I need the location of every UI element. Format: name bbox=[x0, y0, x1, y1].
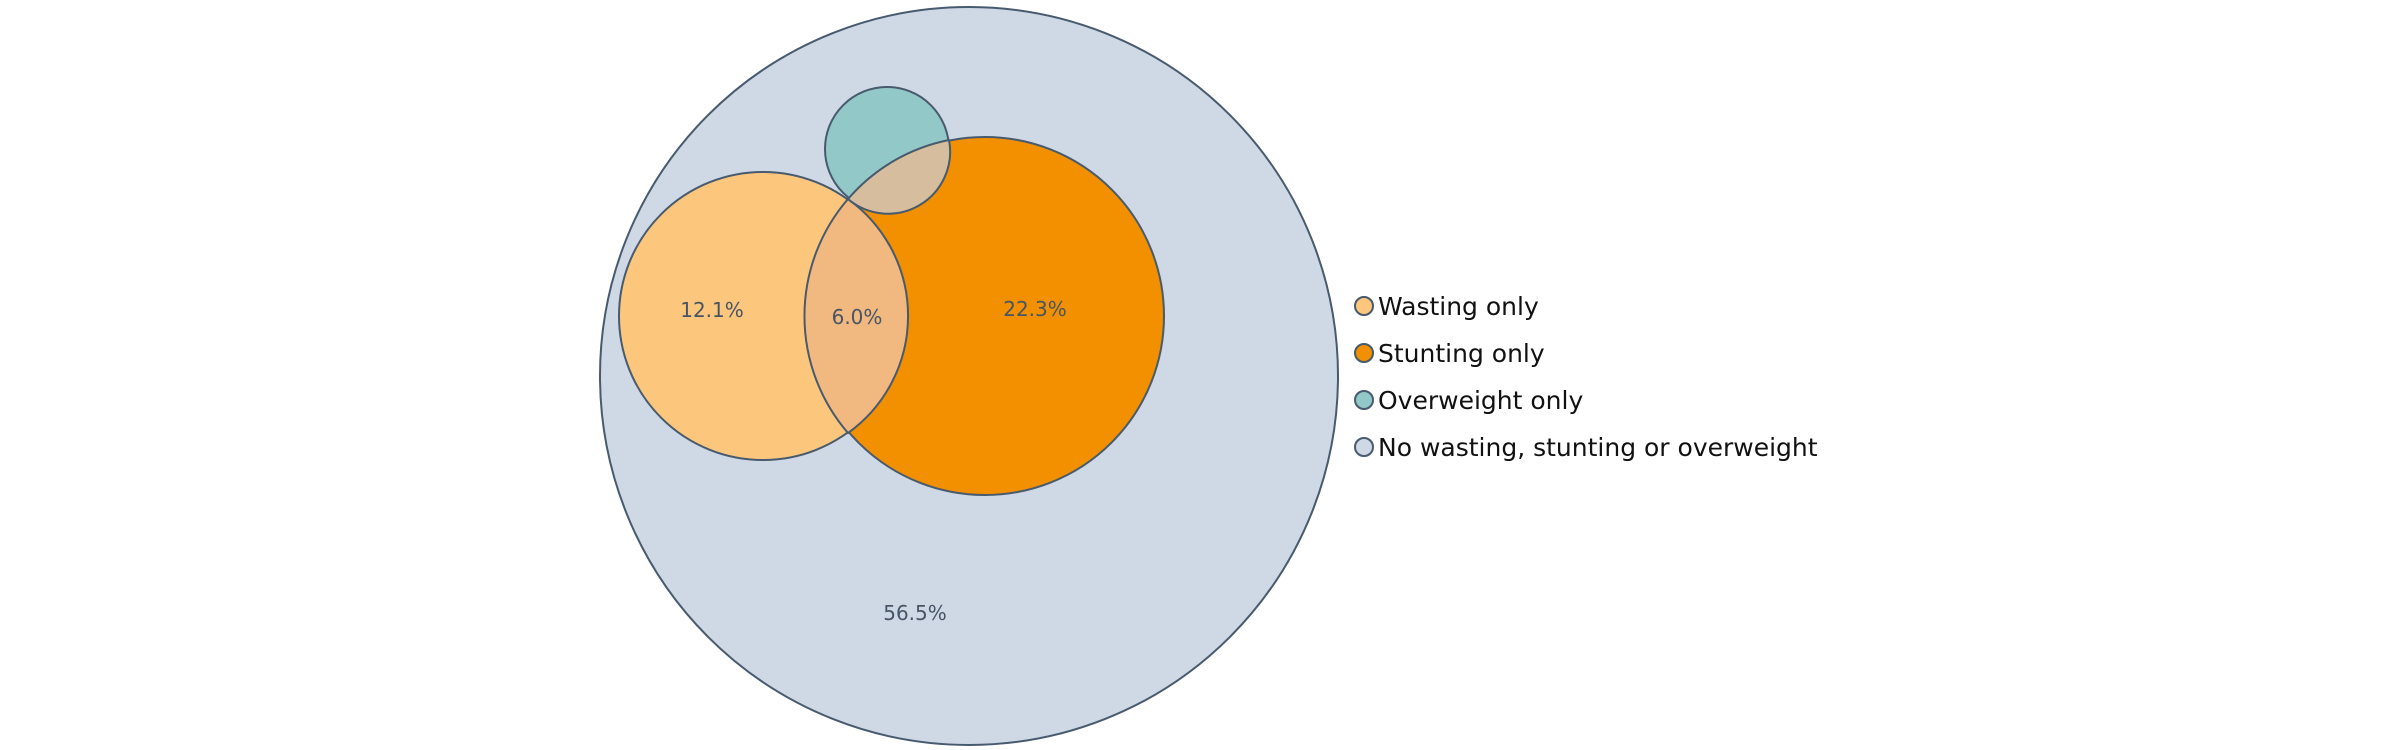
venn-overlaps bbox=[803, 138, 952, 435]
legend-label-stunting: Stunting only bbox=[1378, 339, 1545, 368]
stunting-overweight-overlap bbox=[846, 138, 952, 215]
region-label-none: 56.5% bbox=[883, 601, 947, 625]
legend-item-population: No wasting, stunting or overweight bbox=[1354, 433, 1818, 462]
legend-item-overweight: Overweight only bbox=[1354, 386, 1583, 415]
legend-label-wasting: Wasting only bbox=[1378, 292, 1539, 321]
legend-swatch-wasting bbox=[1354, 296, 1374, 316]
region-label-wasting-only: 12.1% bbox=[680, 298, 744, 322]
region-label-wasting-and-stunting: 6.0% bbox=[832, 305, 883, 329]
venn-circles bbox=[599, 6, 1339, 746]
region-labels: 12.1% 6.0% 22.3% 56.5% bbox=[680, 297, 1067, 625]
legend-label-overweight: Overweight only bbox=[1378, 386, 1583, 415]
legend-label-population: No wasting, stunting or overweight bbox=[1378, 433, 1818, 462]
region-label-stunting-only: 22.3% bbox=[1003, 297, 1067, 321]
legend-swatch-population bbox=[1354, 437, 1374, 457]
legend-swatch-overweight bbox=[1354, 390, 1374, 410]
wasting-stunting-overlap bbox=[803, 197, 910, 435]
legend-item-wasting: Wasting only bbox=[1354, 292, 1539, 321]
legend: Wasting only Stunting only Overweight on… bbox=[1354, 292, 1818, 462]
legend-item-stunting: Stunting only bbox=[1354, 339, 1545, 368]
legend-swatch-stunting bbox=[1354, 343, 1374, 363]
